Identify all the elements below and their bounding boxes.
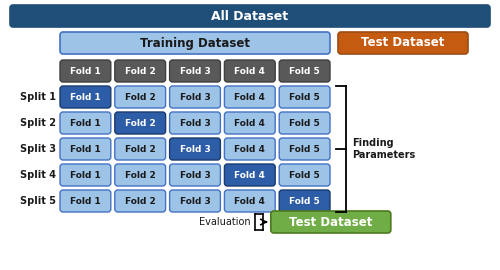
FancyBboxPatch shape xyxy=(170,60,220,82)
Text: Fold 3: Fold 3 xyxy=(180,144,210,154)
Text: Fold 4: Fold 4 xyxy=(234,119,265,127)
Text: Fold 1: Fold 1 xyxy=(70,93,101,102)
Text: Fold 3: Fold 3 xyxy=(180,170,210,180)
Text: Fold 5: Fold 5 xyxy=(289,170,320,180)
Text: Fold 5: Fold 5 xyxy=(289,66,320,76)
FancyBboxPatch shape xyxy=(60,164,111,186)
Text: All Dataset: All Dataset xyxy=(212,9,288,22)
Text: Fold 5: Fold 5 xyxy=(289,144,320,154)
FancyBboxPatch shape xyxy=(60,86,111,108)
Text: Fold 1: Fold 1 xyxy=(70,144,101,154)
Text: Fold 3: Fold 3 xyxy=(180,66,210,76)
Text: Evaluation: Evaluation xyxy=(199,217,251,227)
FancyBboxPatch shape xyxy=(279,190,330,212)
Text: Fold 1: Fold 1 xyxy=(70,170,101,180)
FancyBboxPatch shape xyxy=(115,86,166,108)
FancyBboxPatch shape xyxy=(224,112,275,134)
FancyBboxPatch shape xyxy=(115,112,166,134)
FancyBboxPatch shape xyxy=(60,32,330,54)
FancyBboxPatch shape xyxy=(279,164,330,186)
FancyBboxPatch shape xyxy=(60,112,111,134)
FancyBboxPatch shape xyxy=(271,211,391,233)
FancyBboxPatch shape xyxy=(170,164,220,186)
FancyBboxPatch shape xyxy=(115,190,166,212)
Text: Fold 2: Fold 2 xyxy=(125,66,156,76)
FancyBboxPatch shape xyxy=(170,112,220,134)
FancyBboxPatch shape xyxy=(60,138,111,160)
Text: Fold 1: Fold 1 xyxy=(70,66,101,76)
FancyBboxPatch shape xyxy=(224,138,275,160)
Text: Split 5: Split 5 xyxy=(20,196,56,206)
Text: Fold 2: Fold 2 xyxy=(125,93,156,102)
FancyBboxPatch shape xyxy=(115,60,166,82)
Text: Finding
Parameters: Finding Parameters xyxy=(352,138,415,160)
FancyBboxPatch shape xyxy=(170,138,220,160)
FancyBboxPatch shape xyxy=(279,112,330,134)
Text: Fold 2: Fold 2 xyxy=(125,197,156,205)
FancyBboxPatch shape xyxy=(170,86,220,108)
Text: Fold 4: Fold 4 xyxy=(234,170,265,180)
Text: Fold 3: Fold 3 xyxy=(180,119,210,127)
Text: Fold 2: Fold 2 xyxy=(125,170,156,180)
Text: Fold 5: Fold 5 xyxy=(289,197,320,205)
Text: Split 1: Split 1 xyxy=(20,92,56,102)
FancyBboxPatch shape xyxy=(224,190,275,212)
Text: Split 4: Split 4 xyxy=(20,170,56,180)
Text: Training Dataset: Training Dataset xyxy=(140,36,250,49)
FancyBboxPatch shape xyxy=(60,190,111,212)
Text: Fold 4: Fold 4 xyxy=(234,66,265,76)
FancyBboxPatch shape xyxy=(60,60,111,82)
FancyBboxPatch shape xyxy=(279,86,330,108)
Text: Test Dataset: Test Dataset xyxy=(362,36,444,49)
Text: Test Dataset: Test Dataset xyxy=(289,215,372,228)
Text: Fold 3: Fold 3 xyxy=(180,93,210,102)
Text: Fold 3: Fold 3 xyxy=(180,197,210,205)
Text: Split 2: Split 2 xyxy=(20,118,56,128)
Text: Fold 4: Fold 4 xyxy=(234,93,265,102)
FancyBboxPatch shape xyxy=(10,5,490,27)
Text: Fold 5: Fold 5 xyxy=(289,93,320,102)
Text: Fold 4: Fold 4 xyxy=(234,197,265,205)
FancyBboxPatch shape xyxy=(115,138,166,160)
FancyBboxPatch shape xyxy=(170,190,220,212)
Text: Fold 1: Fold 1 xyxy=(70,197,101,205)
FancyBboxPatch shape xyxy=(224,86,275,108)
FancyBboxPatch shape xyxy=(279,60,330,82)
Text: Fold 4: Fold 4 xyxy=(234,144,265,154)
Text: Fold 2: Fold 2 xyxy=(125,144,156,154)
FancyBboxPatch shape xyxy=(279,138,330,160)
FancyBboxPatch shape xyxy=(224,164,275,186)
Text: Split 3: Split 3 xyxy=(20,144,56,154)
FancyBboxPatch shape xyxy=(338,32,468,54)
Text: Fold 2: Fold 2 xyxy=(125,119,156,127)
Text: Fold 5: Fold 5 xyxy=(289,119,320,127)
Text: Fold 1: Fold 1 xyxy=(70,119,101,127)
FancyBboxPatch shape xyxy=(224,60,275,82)
FancyBboxPatch shape xyxy=(115,164,166,186)
